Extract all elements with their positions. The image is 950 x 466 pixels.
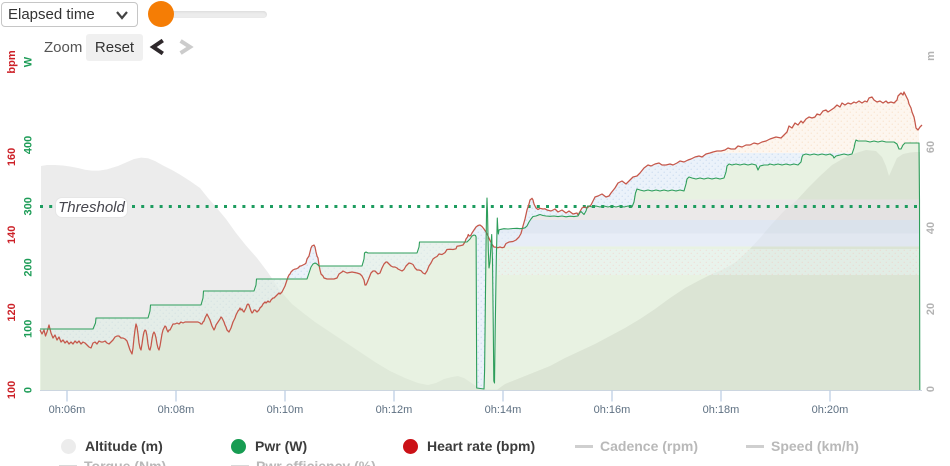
svg-text:160: 160 <box>6 148 18 166</box>
svg-text:0h:12m: 0h:12m <box>376 404 413 416</box>
svg-text:0h:20m: 0h:20m <box>812 404 849 416</box>
svg-text:0: 0 <box>23 387 35 393</box>
svg-text:100: 100 <box>23 320 35 338</box>
svg-text:m: m <box>925 51 937 61</box>
svg-text:200: 200 <box>23 258 35 276</box>
svg-text:0h:10m: 0h:10m <box>267 404 304 416</box>
svg-text:0h:14m: 0h:14m <box>485 404 522 416</box>
svg-text:400: 400 <box>23 136 35 154</box>
svg-text:300: 300 <box>23 197 35 215</box>
svg-text:0h:16m: 0h:16m <box>594 404 631 416</box>
svg-text:20: 20 <box>925 303 937 315</box>
svg-text:0h:06m: 0h:06m <box>49 404 86 416</box>
svg-text:40: 40 <box>925 222 937 234</box>
svg-text:0h:18m: 0h:18m <box>703 404 740 416</box>
svg-text:W: W <box>23 56 35 67</box>
svg-text:60: 60 <box>925 141 937 153</box>
svg-text:bpm: bpm <box>6 50 18 73</box>
svg-text:0: 0 <box>925 386 937 392</box>
svg-text:140: 140 <box>6 226 18 244</box>
svg-text:120: 120 <box>6 303 18 321</box>
svg-text:100: 100 <box>6 381 18 399</box>
svg-text:0h:08m: 0h:08m <box>158 404 195 416</box>
